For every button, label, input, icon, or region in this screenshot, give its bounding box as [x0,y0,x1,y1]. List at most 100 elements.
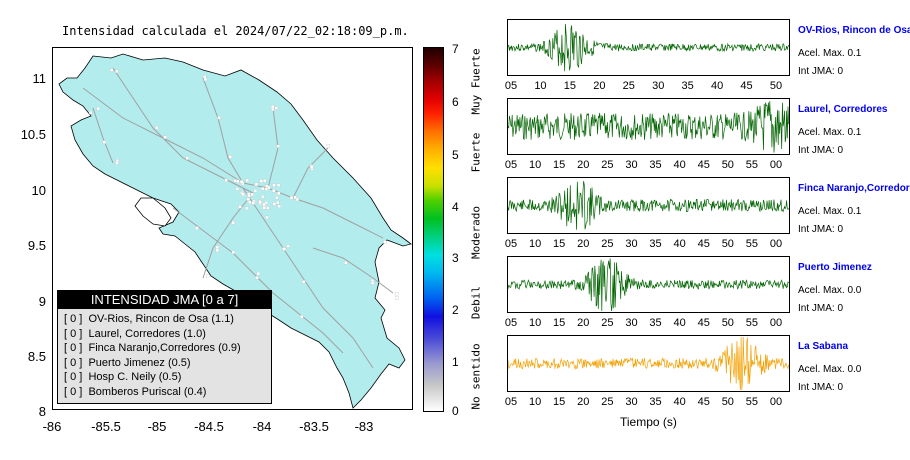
station-marker [154,126,159,130]
station-jma-intensity: Int JMA: 0 [798,303,844,314]
trace-tick-label: 40 [673,317,686,329]
station-marker [195,226,199,230]
nicoya-gulf [134,197,172,227]
map-xtick: -86 [42,419,62,434]
colorbar-label: Muy Fuerte [469,48,483,115]
map-xtick: -85.5 [91,419,121,434]
trace-tick-label: 15 [553,159,566,171]
legend-item: [ 0 ] Finca Naranjo,Corredores (0.9) [64,342,241,355]
trace-tick-label: 25 [601,396,614,408]
legend-item: [ 0 ] Hosp C. Neily (0.5) [64,371,182,384]
map-ytick: 8 [38,404,46,419]
station-marker [248,200,252,205]
station-marker [250,192,254,197]
station-marker [300,315,304,319]
station-marker [272,183,276,187]
trace-tick-label: 50 [769,80,783,92]
station-marker [88,110,93,115]
trace-tick-label: 50 [721,317,734,329]
station-dots [88,68,399,319]
trace-tick-label: 35 [649,238,662,250]
station-name[interactable]: Puerto Jimenez [798,262,872,273]
road-line [172,207,344,354]
legend-title: INTENSIDAD JMA [0 a 7] [58,291,271,309]
map-ytick: 10.5 [20,127,46,142]
station-marker [277,204,281,208]
station-marker [238,205,242,209]
station-marker [115,161,119,165]
station-marker [272,202,277,206]
map-ytick: 9.5 [27,238,46,253]
station-marker [247,193,251,198]
trace-tick-label: 55 [745,317,759,329]
station-marker [370,281,375,285]
station-name[interactable]: La Sabana [798,341,849,352]
seismogram-trace [507,98,790,155]
trace-tick-label: 00 [769,238,783,250]
colorbar-tick: 3 [452,251,459,265]
colorbar-tick: 0 [452,404,459,418]
station-marker [228,155,232,159]
seismogram-trace [507,177,790,234]
colorbar-tick: 7 [452,42,459,56]
station-jma-intensity: Int JMA: 0 [798,224,844,235]
station-marker [259,179,263,183]
map-xtick: -84.5 [194,419,224,434]
trace-tick-label: 20 [577,238,590,250]
legend-item: [ 0 ] OV-Rios, Rincon de Osa (1.1) [64,313,234,325]
seismogram-trace [507,335,790,392]
map-title: Intensidad calculada el 2024/07/22_02:18… [62,24,409,38]
station-max-accel: Acel. Max. 0.1 [798,127,862,138]
station-marker [206,274,210,278]
trace-tick-label: 05 [504,80,518,92]
seismogram-trace [507,256,790,313]
trace-tick-label: 00 [769,396,783,408]
map-ytick: 10 [31,183,46,198]
trace-tick-label: 25 [622,80,635,92]
station-marker [256,271,261,276]
legend-item: [ 0 ] Puerto Jimenez (0.5) [64,356,191,369]
trace-tick-label: 15 [553,317,566,329]
map-xtick: -83 [354,419,374,434]
station-marker [185,156,189,160]
map-ytick: 9 [38,294,46,309]
colorbar-label: Moderado [469,206,483,259]
trace-tick-label: 20 [577,396,590,408]
trace-tick-label: 35 [649,317,662,329]
station-marker [217,116,221,120]
station-marker [239,180,244,184]
station-name[interactable]: OV-Rios, Rincon de Osa [798,25,910,36]
station-marker [254,182,259,186]
trace-tick-label: 55 [745,159,759,171]
road-line [312,247,394,294]
station-marker [251,201,255,205]
station-name[interactable]: Laurel, Corredores [798,104,888,115]
trace-tick-label: 20 [577,159,590,171]
station-max-accel: Acel. Max. 0.1 [798,48,862,59]
colorbar-tick: 2 [452,303,459,317]
trace-tick-label: 45 [697,396,710,408]
station-name[interactable]: Finca Naranjo,Corredores [798,183,910,194]
legend-item: [ 0 ] Bomberos Puriscal (0.4) [64,385,207,398]
map-xtick: -84 [252,419,272,434]
trace-tick-label: 40 [673,238,686,250]
road-line [92,107,114,164]
trace-tick-label: 50 [721,396,734,408]
trace-tick-label: 05 [504,396,518,408]
station-marker [272,189,276,193]
road-line [267,107,279,189]
station-marker [215,248,220,253]
road-line [202,192,254,279]
station-marker [115,69,119,73]
station-marker [302,280,306,284]
station-marker [276,144,280,148]
station-marker [231,250,236,254]
trace-tick-label: 30 [625,159,638,171]
trace-tick-label: 45 [740,80,753,92]
waveform [507,336,790,391]
station-marker [276,200,280,205]
station-jma-intensity: Int JMA: 0 [798,382,844,393]
trace-tick-label: 20 [577,317,590,329]
station-marker [235,187,240,191]
colorbar-label: Debil [469,285,483,320]
